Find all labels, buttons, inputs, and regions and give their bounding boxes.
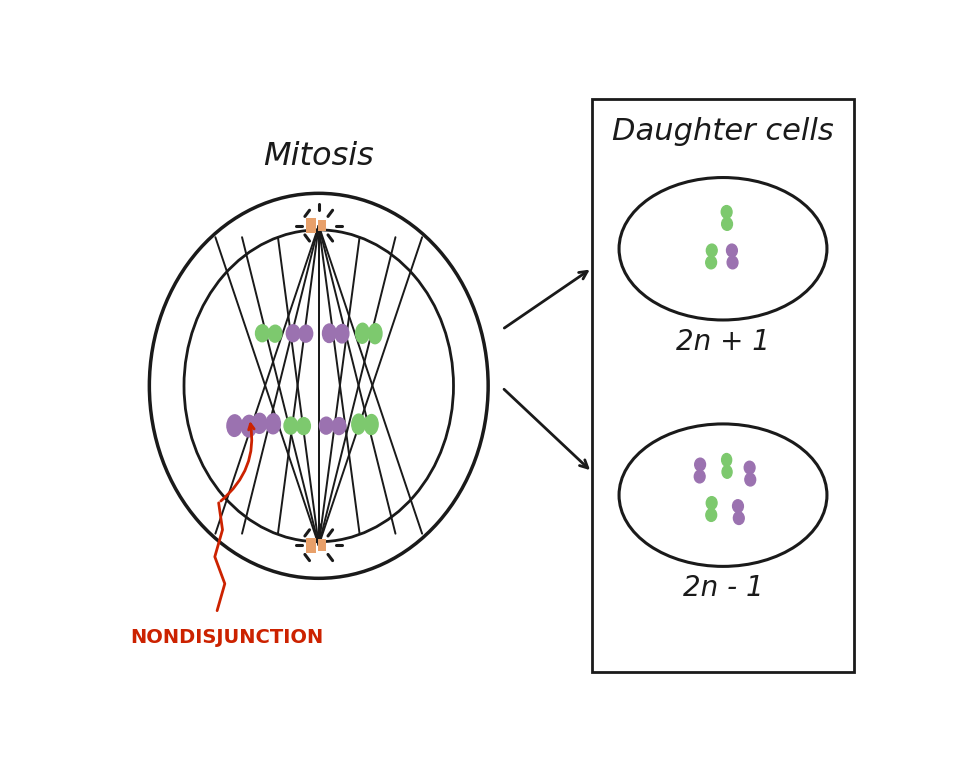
Ellipse shape: [266, 414, 280, 434]
Ellipse shape: [335, 325, 348, 343]
Ellipse shape: [286, 325, 300, 342]
Ellipse shape: [284, 417, 298, 434]
Bar: [306, 219, 316, 233]
Ellipse shape: [297, 418, 310, 435]
Ellipse shape: [323, 324, 336, 342]
Ellipse shape: [252, 413, 267, 433]
Ellipse shape: [241, 416, 256, 437]
Text: 2n + 1: 2n + 1: [676, 328, 770, 355]
Ellipse shape: [355, 323, 370, 343]
Bar: [318, 220, 326, 231]
Text: Mitosis: Mitosis: [263, 141, 374, 172]
Ellipse shape: [744, 461, 755, 474]
Bar: [318, 539, 326, 551]
Text: NONDISJUNCTION: NONDISJUNCTION: [131, 628, 324, 647]
Ellipse shape: [332, 418, 346, 435]
Ellipse shape: [727, 256, 738, 269]
Ellipse shape: [722, 454, 732, 466]
Text: 2n - 1: 2n - 1: [683, 574, 763, 602]
Ellipse shape: [694, 470, 705, 483]
Ellipse shape: [255, 325, 269, 342]
Ellipse shape: [369, 324, 382, 344]
Ellipse shape: [707, 244, 717, 257]
Ellipse shape: [300, 325, 313, 342]
Ellipse shape: [707, 497, 717, 510]
Ellipse shape: [732, 500, 743, 513]
Bar: [592, 99, 853, 672]
Ellipse shape: [227, 415, 242, 436]
Ellipse shape: [695, 458, 706, 471]
Bar: [306, 538, 316, 552]
Ellipse shape: [721, 206, 732, 219]
Ellipse shape: [722, 218, 732, 230]
Text: Daughter cells: Daughter cells: [612, 117, 834, 146]
Ellipse shape: [745, 473, 756, 486]
Ellipse shape: [706, 509, 716, 521]
Ellipse shape: [365, 415, 378, 435]
Ellipse shape: [706, 256, 716, 269]
Ellipse shape: [269, 325, 282, 342]
Ellipse shape: [733, 512, 744, 524]
Ellipse shape: [722, 465, 732, 478]
Ellipse shape: [351, 414, 366, 434]
Ellipse shape: [727, 244, 737, 257]
Ellipse shape: [320, 417, 333, 434]
